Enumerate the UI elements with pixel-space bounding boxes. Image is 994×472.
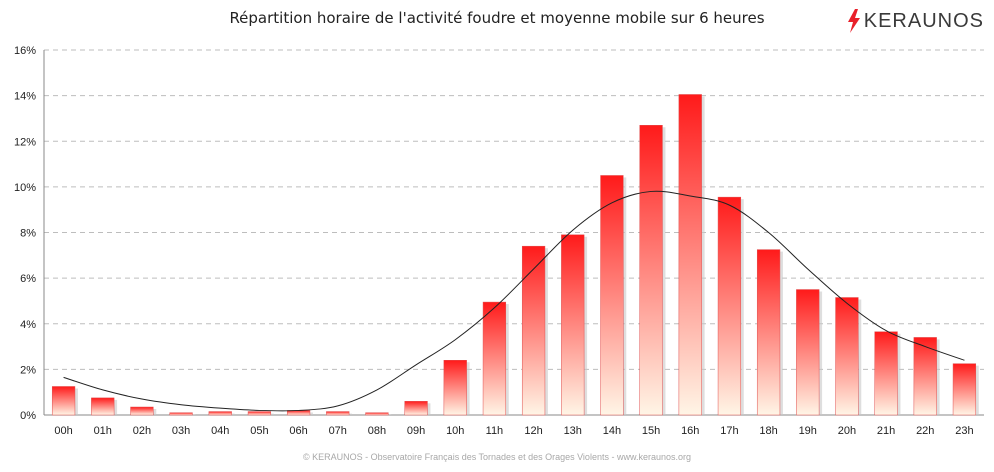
x-tick-label: 02h xyxy=(133,425,151,437)
x-tick-label: 21h xyxy=(877,425,895,437)
logo-text: KERAUNOS xyxy=(863,9,984,32)
bar-10h xyxy=(443,360,467,416)
y-tick-label: 0% xyxy=(20,410,36,422)
x-tick-label: 12h xyxy=(524,425,542,437)
chart-title: Répartition horaire de l'activité foudre… xyxy=(229,9,765,27)
x-tick-label: 13h xyxy=(564,425,582,437)
bar-21h xyxy=(874,331,898,416)
lightning-bolt-icon xyxy=(847,9,860,33)
x-tick-label: 00h xyxy=(54,425,72,437)
x-tick-label: 17h xyxy=(720,425,738,437)
y-tick-label: 12% xyxy=(14,136,36,148)
bar-18h xyxy=(756,249,781,416)
x-tick-label: 20h xyxy=(838,425,856,437)
moving-average-line xyxy=(63,190,965,412)
bar-05h xyxy=(247,411,272,416)
bar-20h xyxy=(835,297,859,416)
x-tick-label: 03h xyxy=(172,425,190,437)
x-tick-label: 22h xyxy=(916,425,934,437)
bar-23h xyxy=(952,363,977,416)
keraunos-logo: KERAUNOS xyxy=(847,8,984,34)
x-tick-label: 15h xyxy=(642,425,660,437)
x-tick-label: 16h xyxy=(681,425,699,437)
bar-19h xyxy=(796,289,820,416)
x-tick-label: 08h xyxy=(368,425,386,437)
y-tick-label: 10% xyxy=(14,182,36,194)
bar-12h xyxy=(521,245,546,416)
x-tick-label: 01h xyxy=(94,425,112,437)
y-tick-label: 6% xyxy=(20,273,36,285)
y-tick-label: 2% xyxy=(20,364,36,376)
bar-17h xyxy=(717,196,742,416)
bar-09h xyxy=(404,401,428,416)
x-tick-label: 06h xyxy=(289,425,307,437)
x-tick-label: 11h xyxy=(486,425,504,437)
y-tick-label: 16% xyxy=(14,45,36,57)
x-tick-label: 14h xyxy=(603,425,621,437)
x-tick-label: 10h xyxy=(446,425,464,437)
x-tick-label: 23h xyxy=(955,425,973,437)
bar-07h xyxy=(326,411,350,416)
x-tick-label: 19h xyxy=(799,425,817,437)
bar-03h xyxy=(169,412,193,416)
bar-13h xyxy=(561,234,585,416)
gridlines xyxy=(43,49,984,416)
bar-14h xyxy=(600,175,624,416)
moving-average-path xyxy=(63,190,965,412)
bars xyxy=(51,94,979,416)
x-tick-label: 07h xyxy=(329,425,347,437)
y-tick-label: 8% xyxy=(20,228,36,240)
footer-credit: © KERAUNOS - Observatoire Français des T… xyxy=(303,452,691,462)
bar-15h xyxy=(639,125,663,416)
bar-04h xyxy=(208,411,232,416)
x-axis-ticks: 00h 01h 02h 03h 04h 05h 06h 07h 08h 09h 10h 11h 12h 1… xyxy=(54,425,973,437)
bar-00h xyxy=(51,386,76,416)
bar-22h xyxy=(913,337,937,416)
x-tick-label: 05h xyxy=(250,425,268,437)
bar-16h xyxy=(678,94,702,416)
x-tick-label: 09h xyxy=(407,425,425,437)
bar-01h xyxy=(91,397,115,416)
bar-08h xyxy=(365,412,389,416)
y-axis-ticks: 0% 2% 4% 6% 8% 10% 12% 14% 16% xyxy=(14,45,36,422)
x-tick-label: 04h xyxy=(211,425,229,437)
x-tick-label: 18h xyxy=(759,425,777,437)
bar-11h xyxy=(482,301,507,416)
y-tick-label: 14% xyxy=(14,91,36,103)
y-tick-label: 4% xyxy=(20,319,36,331)
bar-02h xyxy=(130,406,154,416)
